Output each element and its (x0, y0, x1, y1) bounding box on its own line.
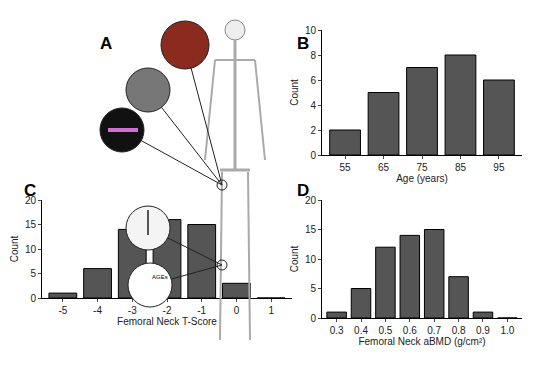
svg-text:0: 0 (234, 305, 240, 316)
svg-text:0.7: 0.7 (427, 325, 441, 336)
svg-text:0: 0 (310, 150, 316, 161)
svg-text:1.0: 1.0 (500, 325, 514, 336)
svg-text:15: 15 (305, 224, 317, 235)
svg-text:85: 85 (455, 162, 467, 173)
svg-text:Age (years): Age (years) (396, 173, 448, 184)
svg-text:0: 0 (310, 313, 316, 324)
svg-text:0: 0 (30, 293, 36, 304)
svg-text:10: 10 (305, 25, 317, 36)
svg-text:6: 6 (310, 75, 316, 86)
svg-text:20: 20 (25, 195, 37, 206)
svg-text:Count: Count (289, 245, 300, 272)
svg-text:20: 20 (305, 195, 317, 206)
svg-text:Femoral Neck aBMD (g/cm²): Femoral Neck aBMD (g/cm²) (358, 336, 485, 347)
svg-text:1: 1 (268, 305, 274, 316)
svg-text:0.8: 0.8 (452, 325, 466, 336)
svg-text:55: 55 (340, 162, 352, 173)
svg-text:4: 4 (310, 100, 316, 111)
svg-text:0.5: 0.5 (378, 325, 392, 336)
svg-text:5: 5 (30, 268, 36, 279)
svg-text:5: 5 (310, 283, 316, 294)
svg-text:C: C (24, 181, 36, 200)
svg-text:-3: -3 (128, 305, 137, 316)
svg-text:10: 10 (305, 254, 317, 265)
svg-text:10: 10 (25, 244, 37, 255)
svg-text:Count: Count (9, 235, 20, 262)
svg-text:A: A (100, 34, 112, 53)
svg-text:-5: -5 (58, 305, 67, 316)
svg-text:0.9: 0.9 (476, 325, 490, 336)
svg-text:8: 8 (310, 50, 316, 61)
svg-text:-2: -2 (163, 305, 172, 316)
svg-text:-1: -1 (197, 305, 206, 316)
svg-text:75: 75 (416, 162, 428, 173)
svg-text:0.3: 0.3 (330, 325, 344, 336)
svg-text:15: 15 (25, 219, 37, 230)
svg-text:Femoral Neck T-Score: Femoral Neck T-Score (117, 316, 217, 327)
svg-text:-4: -4 (93, 305, 102, 316)
svg-text:0.6: 0.6 (403, 325, 417, 336)
svg-text:Count: Count (289, 79, 300, 106)
svg-text:D: D (297, 181, 309, 200)
svg-text:AGEs: AGEs (152, 274, 168, 280)
svg-text:2: 2 (310, 125, 316, 136)
svg-text:65: 65 (378, 162, 390, 173)
svg-text:95: 95 (493, 162, 505, 173)
svg-text:0.4: 0.4 (354, 325, 368, 336)
svg-text:B: B (297, 34, 309, 53)
